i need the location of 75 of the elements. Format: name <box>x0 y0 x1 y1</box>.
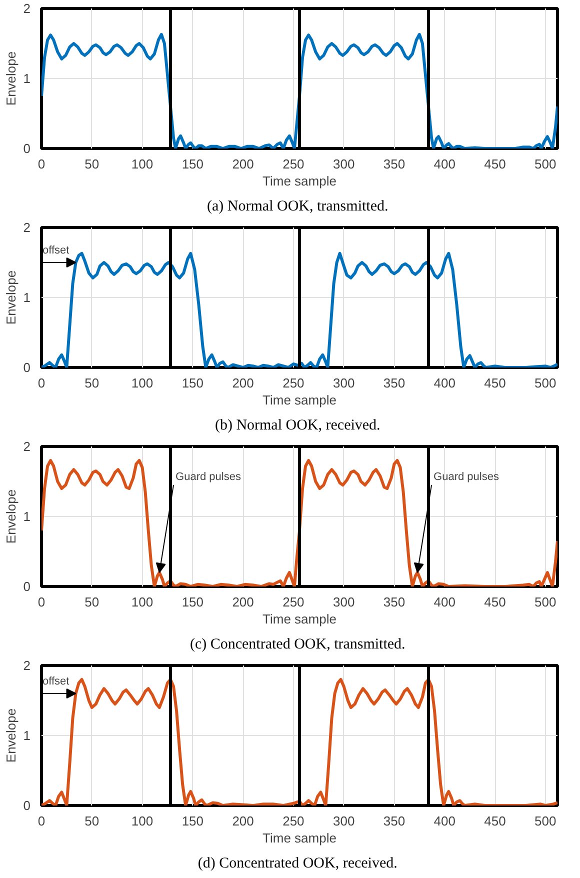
y-tick-label: 1 <box>23 509 31 524</box>
x-tick-label: 400 <box>434 156 456 172</box>
line-series <box>42 678 558 806</box>
x-axis-title: Time sample <box>262 612 336 626</box>
x-tick-label: 50 <box>84 376 100 390</box>
x-tick-label: 50 <box>84 814 100 828</box>
x-tick-label: 350 <box>383 814 406 828</box>
x-tick-label: 500 <box>534 156 556 172</box>
x-tick-label: 150 <box>182 594 204 610</box>
annotation: Guard pulses <box>176 471 242 483</box>
y-tick-label: 1 <box>23 290 31 305</box>
x-tick-label: 250 <box>282 594 304 610</box>
x-tick-label: 500 <box>534 376 556 390</box>
x-tick-label: 200 <box>232 594 254 610</box>
x-tick-label: 400 <box>434 814 456 828</box>
x-tick-label: 250 <box>282 814 304 828</box>
text: (d) Concentrated OOK, received. <box>198 856 398 872</box>
x-axis-title: Time sample <box>262 174 336 188</box>
y-tick-label: 0 <box>23 360 31 375</box>
y-axis-title: Envelope <box>3 51 18 106</box>
x-tick-label: 250 <box>282 376 304 390</box>
x-tick-label: 450 <box>484 814 506 828</box>
y-tick-label: 0 <box>23 141 31 156</box>
x-tick-label: 0 <box>38 594 46 610</box>
annotation: Guard pulses <box>434 471 500 483</box>
x-tick-label: 150 <box>182 156 204 172</box>
x-tick-label: 350 <box>383 594 406 610</box>
x-axis-title: Time sample <box>262 830 336 846</box>
line-series <box>42 32 558 148</box>
line-series <box>42 459 558 586</box>
x-tick-label: 300 <box>333 594 355 610</box>
x-tick-label: 250 <box>282 156 304 172</box>
x-tick-label: 0 <box>38 376 46 390</box>
x-tick-label: 200 <box>232 814 254 828</box>
y-tick-label: 1 <box>23 728 31 743</box>
y-axis-title: Envelope <box>3 489 18 544</box>
x-tick-label: 150 <box>182 376 204 390</box>
x-tick-label: 100 <box>131 814 154 828</box>
y-tick-label: 1 <box>23 71 31 86</box>
text: (a) Normal OOK, transmitted. <box>207 198 388 214</box>
y-tick-label: 2 <box>23 220 31 235</box>
x-tick-label: 150 <box>182 814 204 828</box>
x-tick-label: 350 <box>383 376 406 390</box>
x-tick-label: 300 <box>333 156 355 172</box>
y-tick-label: 2 <box>23 1 31 16</box>
x-tick-label: 100 <box>131 594 154 610</box>
y-axis-title: Envelope <box>3 708 18 763</box>
x-tick-label: 500 <box>534 594 556 610</box>
x-tick-label: 50 <box>84 156 100 172</box>
x-tick-label: 200 <box>232 156 254 172</box>
y-tick-label: 2 <box>23 439 31 454</box>
x-tick-label: 350 <box>383 156 406 172</box>
x-tick-label: 450 <box>484 594 506 610</box>
x-tick-label: 450 <box>484 376 506 390</box>
x-tick-label: 300 <box>333 376 355 390</box>
y-tick-label: 2 <box>23 658 31 673</box>
x-tick-label: 200 <box>232 376 254 390</box>
x-tick-label: 0 <box>38 814 46 828</box>
x-tick-label: 300 <box>333 814 355 828</box>
y-tick-label: 0 <box>23 798 31 813</box>
x-tick-label: 400 <box>434 594 456 610</box>
annotation: offset <box>42 244 70 256</box>
x-tick-label: 450 <box>484 156 506 172</box>
y-tick-label: 0 <box>23 579 31 594</box>
x-tick-label: 0 <box>38 156 46 172</box>
y-axis-title: Envelope <box>3 270 18 325</box>
x-tick-label: 500 <box>534 814 556 828</box>
annotation: offset <box>42 676 70 688</box>
x-axis-title: Time sample <box>262 392 336 408</box>
text: (c) Concentrated OOK, transmitted. <box>190 636 406 652</box>
x-tick-label: 100 <box>131 156 154 172</box>
text: (b) Normal OOK, received. <box>214 418 380 434</box>
x-tick-label: 50 <box>84 594 100 610</box>
x-tick-label: 400 <box>434 376 456 390</box>
x-tick-label: 100 <box>131 376 154 390</box>
